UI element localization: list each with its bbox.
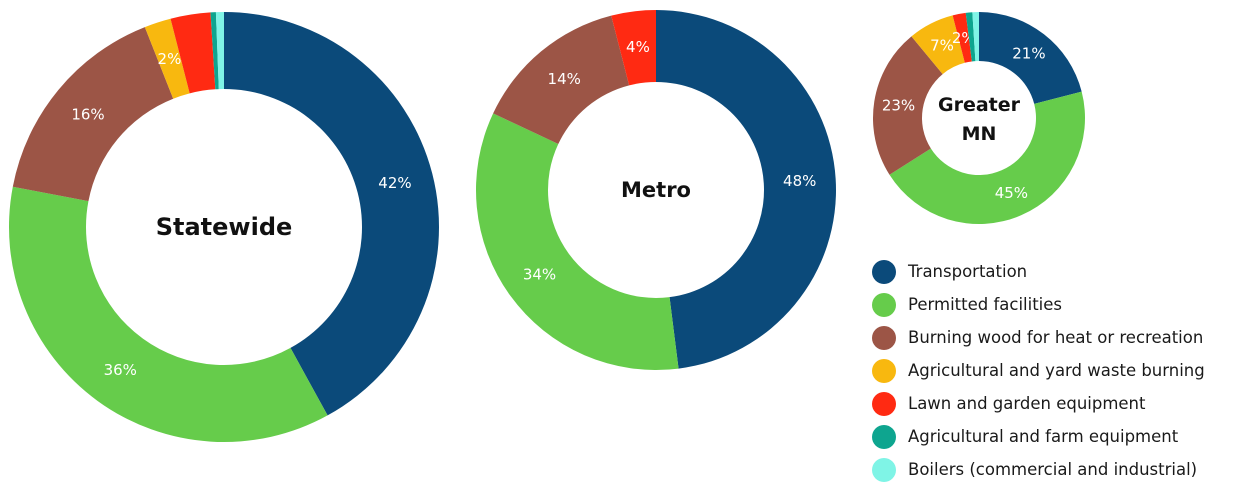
legend: Transportation Permitted facilities Burnin… [872,255,1232,486]
legend-label: Transportation [908,262,1028,281]
greater-mn-slice-permitted-facilities [889,91,1085,224]
legend-item-permitted-facilities: Permitted facilities [872,288,1232,321]
legend-swatch-icon [872,358,896,383]
greater-mn-slice-transportation [979,12,1082,104]
legend-label: Boilers (commercial and industrial) [908,460,1198,479]
statewide-center-title: Statewide [156,213,293,241]
metro-slice-lawn-and-garden-equipment [611,10,656,86]
greater-mn-slice-agricultural-and-farm-equipment [965,12,976,62]
legend-item-lawn-and-garden-equipment: Lawn and garden equipment [872,387,1232,420]
legend-item-boilers-commercial-and-industrial: Boilers (commercial and industrial) [872,453,1232,486]
legend-swatch-icon [872,292,896,317]
metro-center-title: Metro [621,178,691,202]
greater-mn-center-title: MN [962,123,997,145]
legend-swatch-icon [872,259,896,284]
legend-label: Agricultural and yard waste burning [908,361,1205,380]
legend-label: Agricultural and farm equipment [908,427,1179,446]
greater-mn-center-title: Greater [938,94,1021,116]
legend-label: Lawn and garden equipment [908,394,1146,413]
legend-swatch-icon [872,424,896,449]
legend-swatch-icon [872,325,896,350]
statewide-data-label: 36% [104,361,137,379]
greater-mn-slice-agricultural-and-yard-waste-burning [911,15,965,75]
legend-swatch-icon [872,457,896,482]
greater-mn-slice-burning-wood-for-heat-or-recreation [872,36,943,175]
metro-donut: 48% 34% 14% 4% Metro [476,10,837,371]
legend-label: Permitted facilities [908,295,1063,314]
metro-slice-transportation [656,10,837,369]
statewide-data-label: 16% [71,105,104,123]
metro-data-label: 14% [548,70,581,88]
metro-data-label: 4% [626,38,650,56]
statewide-slice-agricultural-and-farm-equipment [210,12,219,90]
statewide-slice-lawn-and-garden-equipment [170,12,216,94]
greater-mn-slice-boilers-commercial-and-industrial [972,12,979,62]
legend-swatch-icon [872,391,896,416]
greater-mn-data-label: 21% [1012,45,1045,63]
statewide-slice-burning-wood-for-heat-or-recreation [12,27,174,202]
legend-item-burning-wood-for-heat-or-recreation: Burning wood for heat or recreation [872,321,1232,354]
statewide-data-label: 2% [158,50,182,68]
legend-label: Burning wood for heat or recreation [908,328,1204,347]
greater-mn-data-label: 45% [995,184,1028,202]
statewide-slice-permitted-facilities [8,186,328,442]
statewide-donut: 42% 36% 16% 2% Statewide [8,12,439,442]
legend-item-transportation: Transportation [872,255,1232,288]
statewide-slice-agricultural-and-yard-waste-burning [144,18,190,99]
greater-mn-data-label: 7% [930,36,954,54]
statewide-slice-transportation [224,12,439,416]
greater-mn-slice-lawn-and-garden-equipment [952,12,972,63]
greater-mn-data-label: 23% [882,96,915,114]
metro-slice-permitted-facilities [476,113,679,371]
legend-item-agricultural-and-yard-waste-burning: Agricultural and yard waste burning [872,354,1232,387]
metro-data-label: 34% [523,266,556,284]
statewide-slice-boilers-commercial-and-industrial [215,12,224,90]
metro-slice-burning-wood-for-heat-or-recreation [493,15,630,145]
metro-data-label: 48% [783,172,816,190]
statewide-data-label: 42% [378,174,411,192]
legend-item-agricultural-and-farm-equipment: Agricultural and farm equipment [872,420,1232,453]
